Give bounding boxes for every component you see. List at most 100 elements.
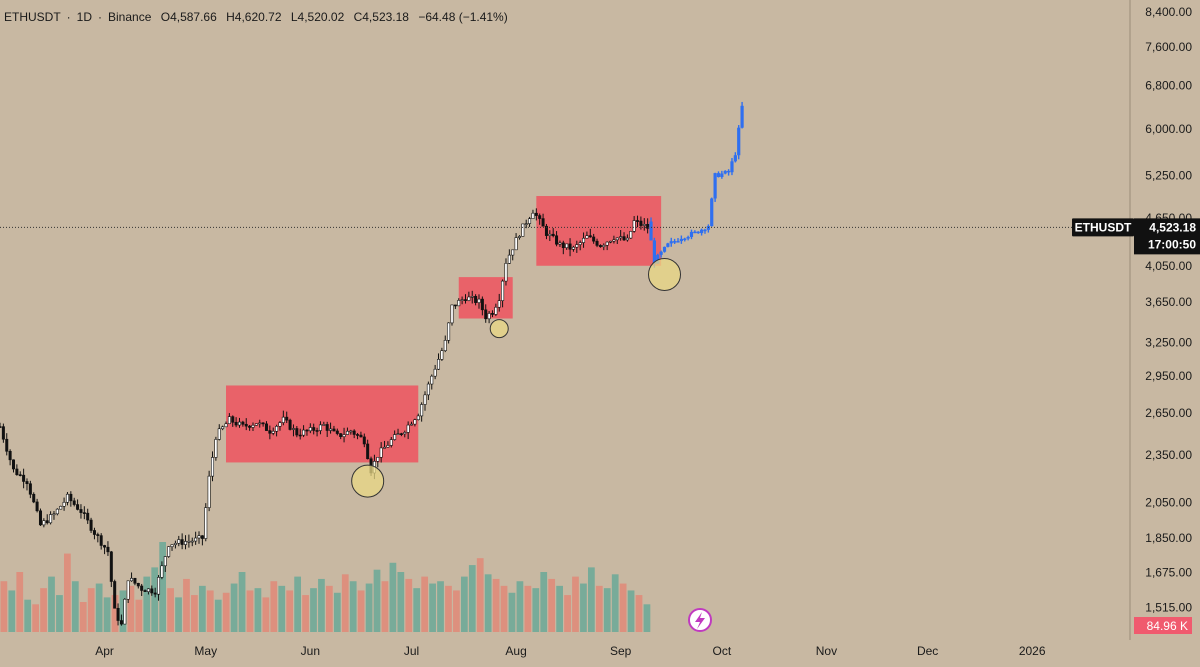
candle-body <box>396 433 400 435</box>
candle-body <box>437 359 441 370</box>
candle-body <box>254 423 258 426</box>
candle <box>177 535 181 547</box>
candle <box>143 589 147 592</box>
y-tick-label: 8,400.00 <box>1145 5 1192 19</box>
volume-bar <box>326 585 333 632</box>
candle <box>447 322 451 344</box>
candle-body <box>322 424 326 426</box>
candle <box>457 298 461 307</box>
volume-bar <box>246 590 254 632</box>
candle <box>450 304 454 326</box>
candle <box>487 311 491 324</box>
candle <box>109 550 113 588</box>
candle-body <box>629 231 633 239</box>
x-tick-label: Sep <box>610 644 632 658</box>
x-tick-label: Jun <box>301 644 320 658</box>
candle-body <box>447 322 451 341</box>
candle <box>615 237 619 245</box>
candle-body <box>612 239 616 242</box>
candle <box>322 421 326 426</box>
candle <box>153 587 157 598</box>
projection-body <box>673 241 677 243</box>
candle <box>170 544 174 551</box>
volume-bar <box>564 595 571 632</box>
candle <box>59 505 63 510</box>
projection-body <box>740 105 744 128</box>
volume-bar <box>95 583 103 632</box>
candle <box>437 353 441 370</box>
candle <box>453 304 457 309</box>
candle-body <box>457 300 461 307</box>
volume-bar <box>421 576 429 632</box>
candle-body <box>227 416 231 425</box>
lightning-icon <box>688 608 712 632</box>
candle <box>285 411 289 424</box>
projection-candle <box>686 235 690 241</box>
projection-body <box>710 198 714 227</box>
candle-body <box>291 428 295 430</box>
projection-candle <box>706 224 710 233</box>
candle-body <box>555 235 559 245</box>
volume-bar <box>318 578 325 632</box>
projection-body <box>649 221 653 241</box>
y-tick-label: 6,800.00 <box>1145 79 1192 93</box>
symbol-tag-bg <box>1072 218 1134 237</box>
candle-body <box>430 375 434 385</box>
volume-bar <box>492 578 500 632</box>
y-tick-label: 2,950.00 <box>1145 369 1192 383</box>
candle-body <box>534 212 538 216</box>
candle <box>463 294 467 304</box>
candle <box>396 428 400 435</box>
candle-body <box>38 510 42 526</box>
candle <box>72 497 76 507</box>
candle <box>89 517 93 533</box>
y-tick-label: 2,350.00 <box>1145 448 1192 462</box>
volume-bar <box>556 585 563 632</box>
candle <box>231 415 235 427</box>
projection-body <box>689 231 694 237</box>
projection-body <box>730 161 734 173</box>
candle-body <box>22 474 26 482</box>
candle-body <box>548 233 552 236</box>
candle <box>416 413 420 421</box>
range-zone <box>536 196 662 266</box>
candle <box>571 245 575 252</box>
candle-body <box>231 416 235 423</box>
candle <box>258 419 262 428</box>
candle <box>123 598 127 625</box>
projection-candle <box>679 235 683 244</box>
candle <box>248 425 252 431</box>
candle-body <box>45 520 49 524</box>
candle <box>575 240 579 253</box>
volume-bar <box>40 588 47 632</box>
candle-body <box>477 298 481 303</box>
candle <box>25 478 29 491</box>
last-price-tag-bg <box>1134 218 1200 255</box>
candle-body <box>288 419 292 430</box>
candle-body <box>99 535 103 546</box>
candle-body <box>376 456 380 462</box>
candle <box>544 223 548 240</box>
candle-body <box>362 436 366 445</box>
symbol-label[interactable]: ETHUSDT <box>4 10 61 24</box>
candle <box>325 421 329 437</box>
volume-bar <box>198 585 206 632</box>
interval-label[interactable]: 1D <box>76 10 93 24</box>
candle-body <box>271 430 275 434</box>
volume-bar <box>373 569 381 632</box>
volume-bar <box>64 553 71 632</box>
candle <box>28 480 32 499</box>
candle-body <box>25 481 29 485</box>
candle-body <box>389 439 393 446</box>
candle <box>342 427 346 443</box>
candle <box>383 440 387 449</box>
candle <box>62 497 66 511</box>
candle <box>497 293 501 312</box>
volume-bar <box>476 558 484 632</box>
projection-candle <box>673 238 677 244</box>
volume-bar <box>453 590 460 632</box>
candle-body <box>211 457 215 477</box>
projection-body <box>726 170 731 173</box>
